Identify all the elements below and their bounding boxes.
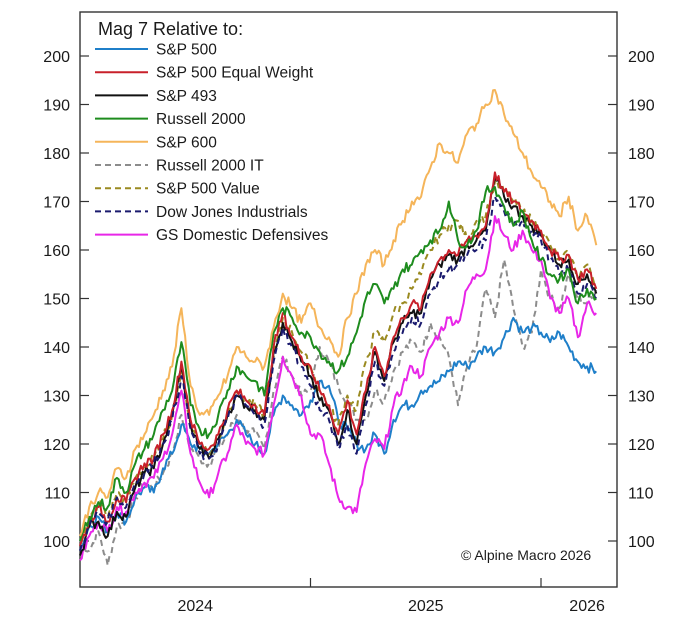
y-tick-label-left: 120 <box>43 437 70 454</box>
legend-title: Mag 7 Relative to: <box>98 19 243 39</box>
series-line-dow-jones-industrials <box>79 195 598 551</box>
plot-frame <box>79 11 618 588</box>
legend-label: S&P 493 <box>156 88 217 105</box>
legend-label: S&P 500 Value <box>156 181 260 198</box>
y-tick-label-left: 110 <box>44 486 70 503</box>
series-line-russell-2000 <box>79 185 597 542</box>
y-tick-label-right: 170 <box>628 195 655 212</box>
legend-label: Russell 2000 <box>156 111 246 128</box>
y-tick-label-left: 200 <box>43 49 70 66</box>
x-tick-label: 2025 <box>408 598 444 615</box>
y-tick-label-right: 100 <box>628 534 655 551</box>
legend-label: GS Domestic Defensives <box>156 227 329 244</box>
y-tick-label-right: 150 <box>628 292 655 309</box>
y-tick-label-left: 140 <box>43 340 70 357</box>
y-tick-label-left: 190 <box>43 98 70 115</box>
series-layer <box>79 89 598 567</box>
y-axis-left: 100 110 120 130 140 150 160 170 180 190 200 <box>43 49 89 551</box>
y-tick-label-left: 160 <box>43 243 70 260</box>
y-axis-right: 100 110 120 130 140 150 160 170 180 190 200 <box>608 49 655 551</box>
series-line-gs-domestic-defensives <box>79 215 597 562</box>
y-tick-label-left: 100 <box>43 534 70 551</box>
legend-label: S&P 600 <box>156 134 217 151</box>
legend-label: S&P 500 Equal Weight <box>156 65 314 82</box>
y-tick-label-right: 120 <box>628 437 655 454</box>
y-tick-label-right: 110 <box>628 486 654 503</box>
y-tick-label-left: 130 <box>43 389 70 406</box>
y-tick-label-right: 140 <box>628 340 655 357</box>
y-tick-label-right: 160 <box>628 243 655 260</box>
y-tick-label-right: 180 <box>628 146 655 163</box>
x-tick-label: 2026 <box>569 598 605 615</box>
y-tick-label-right: 200 <box>628 49 655 66</box>
legend-label: Dow Jones Industrials <box>156 204 308 221</box>
x-axis: 2024 2025 2026 <box>177 578 605 615</box>
series-line-s-p-600 <box>79 89 598 537</box>
y-tick-label-left: 150 <box>43 292 70 309</box>
y-tick-label-right: 130 <box>628 389 655 406</box>
series-line-s-p-500-equal-weight <box>79 171 598 547</box>
y-tick-label-left: 180 <box>43 146 70 163</box>
copyright-annotation: © Alpine Macro 2026 <box>461 547 591 563</box>
legend-label: Russell 2000 IT <box>156 158 264 175</box>
x-tick-label: 2024 <box>177 598 213 615</box>
legend-label: S&P 500 <box>156 42 217 59</box>
y-tick-label-right: 190 <box>628 98 655 115</box>
legend: Mag 7 Relative to: S&P 500 S&P 500 Equal … <box>95 19 329 244</box>
y-tick-label-left: 170 <box>43 195 70 212</box>
